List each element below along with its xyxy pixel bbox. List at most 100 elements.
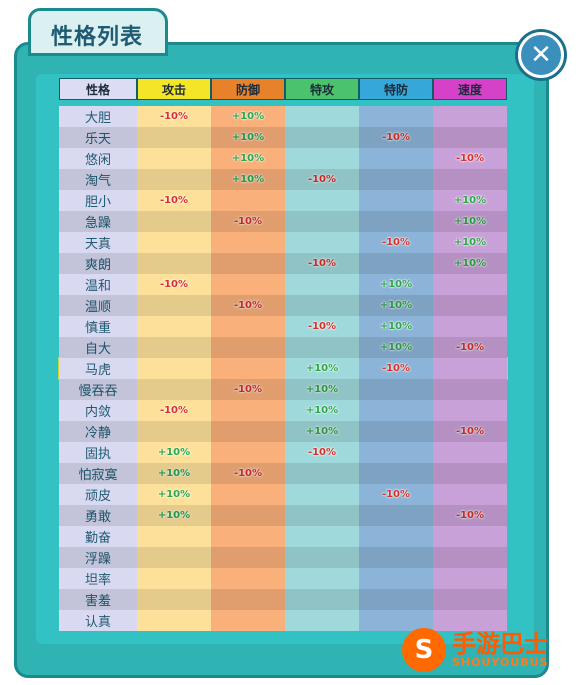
table-row[interactable]: 坦率 xyxy=(59,568,507,589)
table-row[interactable]: 乐天 +10% -10% xyxy=(59,127,507,148)
cell-attack: -10% xyxy=(137,274,211,295)
cell-nature: 坦率 xyxy=(59,568,137,589)
cell-sp-defense xyxy=(359,211,433,232)
table-row[interactable]: 马虎 +10% -10% xyxy=(58,357,508,380)
table-row[interactable]: 怕寂寞 +10% -10% xyxy=(59,463,507,484)
bonus-badge: +10% xyxy=(157,468,191,479)
table-row[interactable]: 浮躁 xyxy=(59,547,507,568)
cell-attack xyxy=(137,295,211,316)
cell-sp-defense: -10% xyxy=(359,484,433,505)
cell-defense xyxy=(211,589,285,610)
cell-sp-defense xyxy=(359,106,433,127)
cell-attack xyxy=(137,589,211,610)
cell-speed xyxy=(433,526,507,547)
table-row[interactable]: 淘气 +10% -10% xyxy=(59,169,507,190)
penalty-badge: -10% xyxy=(381,237,411,248)
cell-defense xyxy=(211,358,285,379)
cell-defense xyxy=(211,316,285,337)
cell-sp-defense xyxy=(359,610,433,631)
header-attack: 攻击 xyxy=(137,78,211,100)
cell-sp-attack xyxy=(285,127,359,148)
penalty-badge: -10% xyxy=(159,195,189,206)
table-row[interactable]: 大胆 -10% +10% xyxy=(59,106,507,127)
cell-attack xyxy=(137,148,211,169)
cell-defense: +10% xyxy=(211,106,285,127)
cell-attack: +10% xyxy=(137,505,211,526)
cell-sp-attack xyxy=(285,610,359,631)
cell-sp-attack: +10% xyxy=(285,421,359,442)
table-row[interactable]: 自大 +10% -10% xyxy=(59,337,507,358)
bonus-badge: +10% xyxy=(453,237,487,248)
table-row[interactable]: 悠闲 +10% -10% xyxy=(59,148,507,169)
cell-attack xyxy=(137,232,211,253)
table-row[interactable]: 温和 -10% +10% xyxy=(59,274,507,295)
penalty-badge: -10% xyxy=(381,363,411,374)
cell-sp-attack xyxy=(285,526,359,547)
cell-sp-defense: -10% xyxy=(359,232,433,253)
table-row[interactable]: 爽朗 -10% +10% xyxy=(59,253,507,274)
cell-sp-attack xyxy=(285,589,359,610)
cell-sp-attack xyxy=(285,106,359,127)
cell-sp-defense: -10% xyxy=(359,358,433,379)
table-row[interactable]: 内敛 -10% +10% xyxy=(59,400,507,421)
cell-sp-defense: +10% xyxy=(359,337,433,358)
table-row[interactable]: 慎重 -10% +10% xyxy=(59,316,507,337)
cell-speed xyxy=(433,589,507,610)
penalty-badge: -10% xyxy=(159,111,189,122)
watermark-logo: S 手游巴士 SHOUYOUBUS xyxy=(402,628,549,672)
bonus-badge: +10% xyxy=(305,426,339,437)
penalty-badge: -10% xyxy=(381,132,411,143)
cell-attack xyxy=(137,526,211,547)
cell-sp-attack: +10% xyxy=(285,400,359,421)
table-row[interactable]: 温顺 -10% +10% xyxy=(59,295,507,316)
close-button[interactable]: ✕ xyxy=(518,32,564,78)
table-row[interactable]: 勤奋 xyxy=(59,526,507,547)
cell-sp-attack xyxy=(285,232,359,253)
cell-speed: +10% xyxy=(433,211,507,232)
cell-sp-defense xyxy=(359,190,433,211)
cell-nature: 勇敢 xyxy=(59,505,137,526)
cell-defense xyxy=(211,337,285,358)
table-header: 性格 攻击 防御 特攻 特防 速度 xyxy=(59,78,507,100)
title-tab xyxy=(28,8,168,56)
cell-attack xyxy=(137,337,211,358)
cell-nature: 冷静 xyxy=(59,421,137,442)
cell-attack xyxy=(137,421,211,442)
cell-sp-defense xyxy=(359,148,433,169)
cell-sp-defense xyxy=(359,547,433,568)
cell-sp-attack xyxy=(285,190,359,211)
header-defense: 防御 xyxy=(211,78,285,100)
cell-speed xyxy=(433,484,507,505)
table-row[interactable]: 冷静 +10% -10% xyxy=(59,421,507,442)
cell-sp-attack xyxy=(285,274,359,295)
table-row[interactable]: 急躁 -10% +10% xyxy=(59,211,507,232)
table-row[interactable]: 天真 -10% +10% xyxy=(59,232,507,253)
cell-nature: 勤奋 xyxy=(59,526,137,547)
cell-nature: 急躁 xyxy=(59,211,137,232)
table-row[interactable]: 胆小 -10% +10% xyxy=(59,190,507,211)
cell-nature: 浮躁 xyxy=(59,547,137,568)
penalty-badge: -10% xyxy=(381,489,411,500)
cell-nature: 慢吞吞 xyxy=(59,379,137,400)
cell-nature: 淘气 xyxy=(59,169,137,190)
table-row[interactable]: 顽皮 +10% -10% xyxy=(59,484,507,505)
bonus-badge: +10% xyxy=(379,321,413,332)
table-row[interactable]: 慢吞吞 -10% +10% xyxy=(59,379,507,400)
penalty-badge: -10% xyxy=(233,384,263,395)
cell-sp-defense xyxy=(359,169,433,190)
cell-nature: 认真 xyxy=(59,610,137,631)
cell-defense xyxy=(211,400,285,421)
bonus-badge: +10% xyxy=(453,216,487,227)
cell-sp-attack xyxy=(285,484,359,505)
table-row[interactable]: 认真 xyxy=(59,610,507,631)
table-row[interactable]: 勇敢 +10% -10% xyxy=(59,505,507,526)
cell-sp-attack: -10% xyxy=(285,316,359,337)
cell-sp-attack xyxy=(285,505,359,526)
penalty-badge: -10% xyxy=(307,321,337,332)
cell-nature: 乐天 xyxy=(59,127,137,148)
table-row[interactable]: 固执 +10% -10% xyxy=(59,442,507,463)
bonus-badge: +10% xyxy=(231,111,265,122)
cell-attack xyxy=(137,169,211,190)
cell-defense: -10% xyxy=(211,463,285,484)
table-row[interactable]: 害羞 xyxy=(59,589,507,610)
